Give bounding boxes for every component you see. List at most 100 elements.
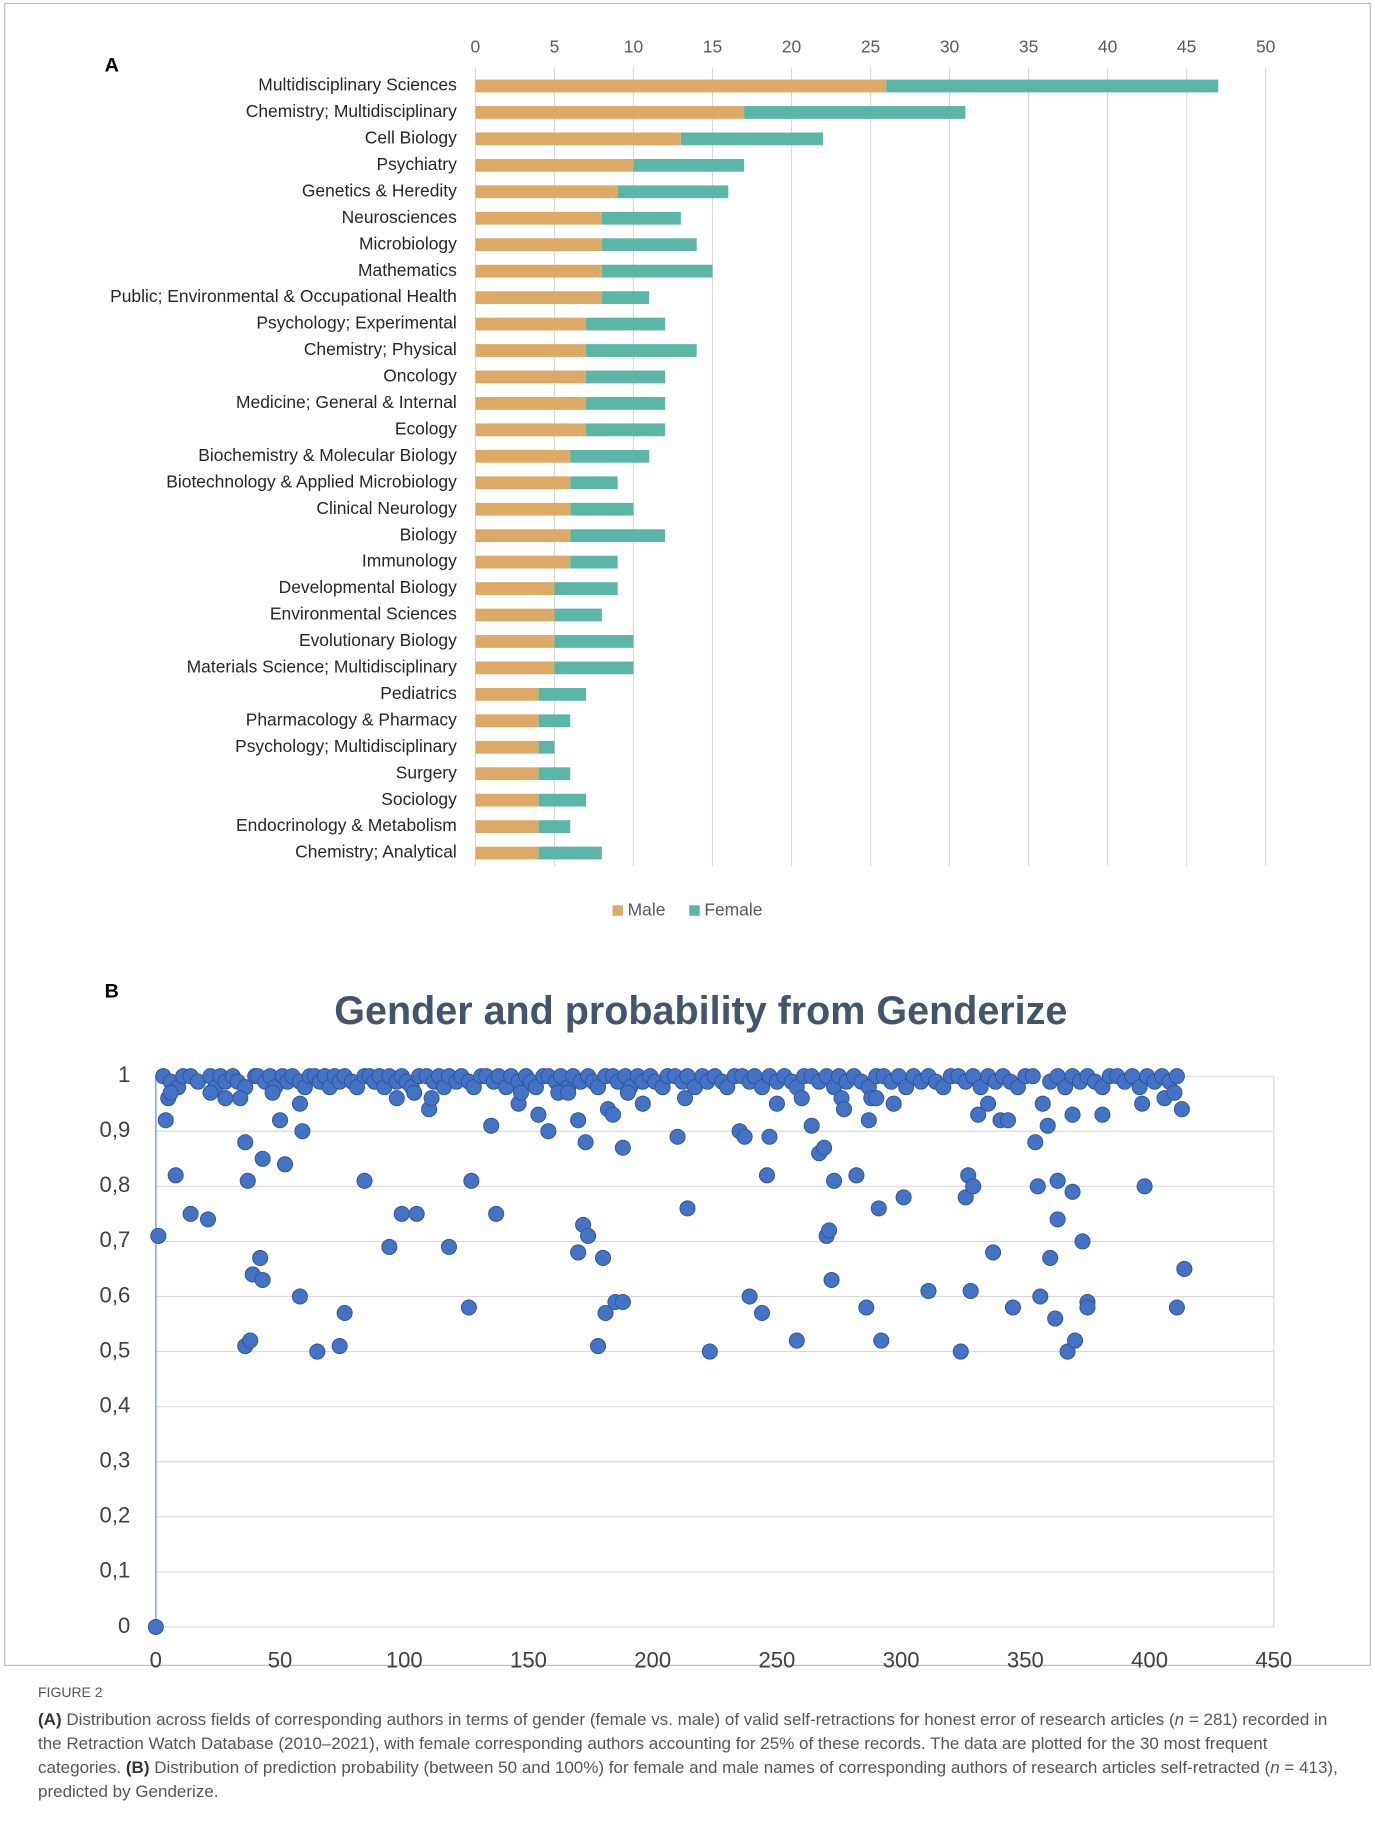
- point: [1168, 1068, 1185, 1085]
- point: [463, 1172, 480, 1189]
- x-tick-label: 450: [1255, 1648, 1292, 1670]
- x-tick-label: 35: [1019, 36, 1038, 56]
- y-tick-label: Developmental Biology: [279, 577, 457, 597]
- bar-segment: [633, 158, 745, 172]
- point: [1049, 1211, 1066, 1228]
- bar-segment: [475, 238, 602, 252]
- point: [962, 1282, 979, 1299]
- bar-segment: [475, 449, 571, 463]
- point: [679, 1200, 696, 1217]
- point: [1094, 1106, 1111, 1123]
- x-tick-label: 400: [1131, 1648, 1168, 1670]
- x-tick-label: 30: [940, 36, 960, 56]
- x-tick-label: 20: [782, 36, 802, 56]
- bar-segment: [570, 502, 634, 516]
- point: [254, 1150, 271, 1167]
- point: [816, 1139, 833, 1156]
- bar-segment: [475, 132, 681, 146]
- point: [965, 1178, 982, 1195]
- x-tick-label: 5: [550, 36, 560, 56]
- bar-segment: [538, 846, 602, 860]
- point: [349, 1079, 366, 1096]
- point: [768, 1095, 785, 1112]
- y-tick-label: 0,5: [100, 1337, 131, 1362]
- caption-part: n: [1174, 1710, 1185, 1729]
- point: [972, 1079, 989, 1096]
- y-tick-label: 0,7: [100, 1227, 131, 1252]
- point: [594, 1249, 612, 1266]
- y-tick-label: 0,4: [100, 1392, 131, 1417]
- point: [239, 1172, 256, 1189]
- x-tick-label: 45: [1177, 36, 1196, 56]
- point: [823, 1271, 840, 1288]
- point: [331, 1338, 348, 1355]
- point: [935, 1079, 952, 1096]
- y-tick-label: Clinical Neurology: [316, 498, 457, 518]
- bar-segment: [475, 582, 555, 595]
- bar-segment: [475, 608, 555, 622]
- y-tick-label: Medicine; General & Internal: [236, 392, 457, 412]
- point: [1032, 1288, 1049, 1305]
- y-tick-label: 0,2: [100, 1503, 131, 1528]
- point: [597, 1304, 614, 1322]
- point: [167, 1167, 184, 1184]
- bar-segment: [475, 767, 539, 781]
- bar-segment: [475, 185, 618, 199]
- x-tick-label: 15: [703, 36, 722, 56]
- point: [157, 1112, 174, 1129]
- x-tick-label: 150: [510, 1648, 547, 1670]
- y-tick-label: Evolutionary Biology: [299, 630, 457, 650]
- point: [590, 1079, 607, 1096]
- point: [870, 1200, 887, 1217]
- bar-segment: [475, 291, 602, 304]
- bar-segment: [538, 820, 571, 834]
- bar-segment: [538, 793, 587, 807]
- point: [999, 1112, 1016, 1129]
- point: [202, 1084, 219, 1101]
- point: [1029, 1178, 1046, 1195]
- bar-segment: [475, 529, 571, 543]
- point: [736, 1128, 753, 1145]
- point: [527, 1079, 544, 1096]
- bar-segment: [475, 158, 634, 172]
- x-tick-label: 50: [268, 1648, 293, 1670]
- point: [1064, 1183, 1081, 1200]
- caption-part: Distribution of prediction probability (…: [149, 1758, 1271, 1777]
- y-tick-label: Materials Science; Multidisciplinary: [187, 657, 457, 677]
- bar-segment: [475, 344, 587, 357]
- y-tick-label: Biotechnology & Applied Microbiology: [166, 471, 457, 491]
- point: [1034, 1095, 1051, 1112]
- point: [406, 1084, 423, 1101]
- bar-segment: [475, 793, 539, 807]
- point: [1004, 1299, 1021, 1316]
- point: [483, 1117, 500, 1134]
- y-tick-label: Public; Environmental & Occupational Hea…: [110, 286, 457, 306]
- y-tick-label: Pediatrics: [380, 683, 457, 703]
- point: [634, 1095, 651, 1112]
- y-tick-label: 0,9: [100, 1117, 131, 1142]
- y-tick-label: Psychology; Multidisciplinary: [235, 736, 457, 756]
- point: [182, 1205, 199, 1222]
- point: [199, 1211, 217, 1228]
- point: [835, 1101, 853, 1118]
- point: [1131, 1079, 1148, 1096]
- bar-segment: [475, 820, 539, 834]
- bar-segment: [475, 846, 539, 860]
- y-tick-label: Genetics & Heredity: [302, 180, 457, 200]
- bar-segment: [680, 132, 824, 146]
- point: [336, 1304, 353, 1322]
- caption-part: = 413), predicted by Genderize.: [38, 1758, 1338, 1801]
- legend-swatch: [689, 905, 700, 916]
- y-tick-label: Multidisciplinary Sciences: [258, 75, 457, 95]
- bar-segment: [538, 740, 555, 754]
- point: [264, 1084, 281, 1101]
- y-tick-label: 0: [118, 1613, 130, 1638]
- bar-segment: [601, 211, 681, 225]
- x-tick-label: 25: [861, 36, 880, 56]
- point: [980, 1095, 997, 1112]
- point: [162, 1084, 179, 1101]
- bar-segment: [586, 317, 666, 331]
- x-tick-label: 0: [471, 36, 481, 56]
- bar-segment: [475, 397, 587, 410]
- point: [753, 1079, 771, 1096]
